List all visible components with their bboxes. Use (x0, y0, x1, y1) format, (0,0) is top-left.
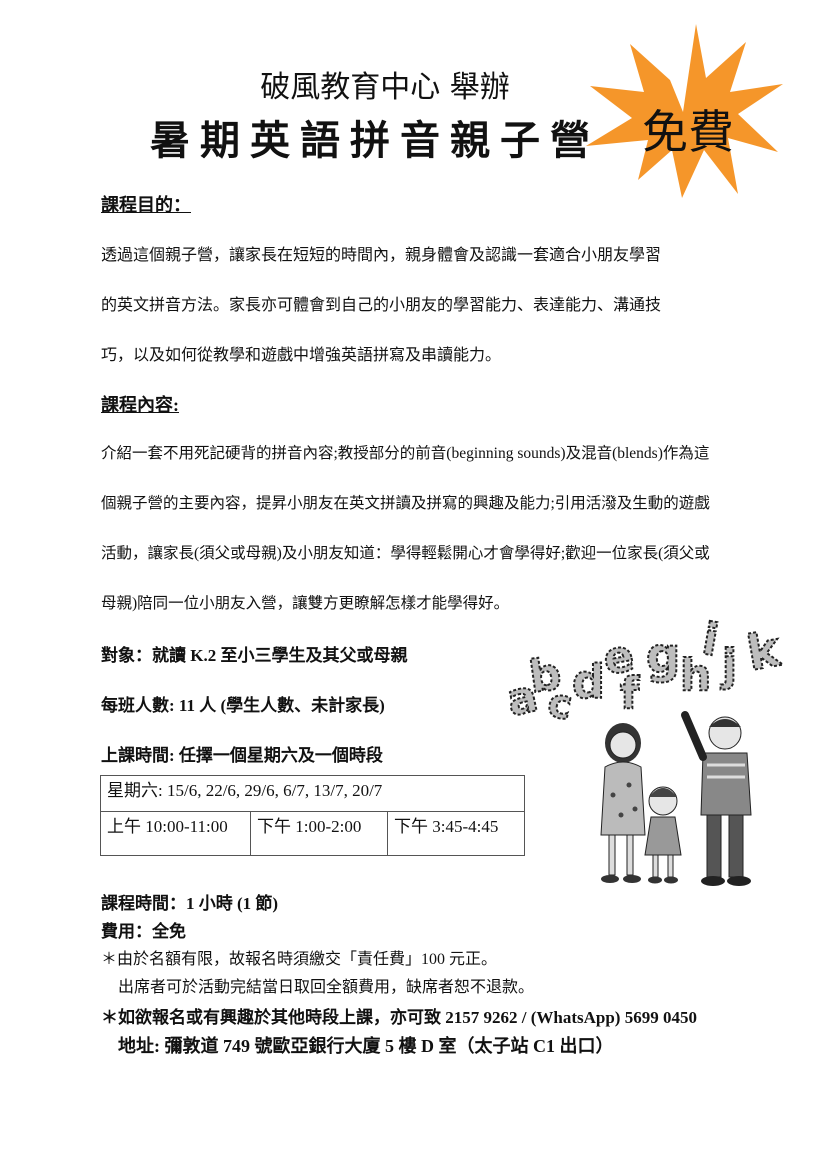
letter-d: d (572, 655, 605, 709)
content-line-3: 活動，讓家長(須父或母親)及小朋友知道：學得輕鬆開心才會學得好;歡迎一位家長(須… (101, 545, 710, 562)
purpose-line-3: 巧，以及如何從教學和遊戲中增強英語拼寫及串讀能力。 (101, 347, 502, 364)
schedule-slot-afternoon: 下午 1:00-2:00 (250, 811, 388, 856)
schedule-slot-late-afternoon: 下午 3:45-4:45 (387, 811, 525, 856)
mother-figure (600, 723, 646, 883)
schedule-slot-morning: 上午 10:00-11:00 (100, 811, 251, 856)
purpose-heading: 課程目的： (101, 195, 191, 215)
purpose-line-2: 的英文拼音方法。家長亦可體會到自己的小朋友的學習能力、表達能力、溝通技 (101, 297, 662, 314)
purpose-line-1: 透過這個親子營，讓家長在短短的時間內，親身體會及認識一套適合小朋友學習 (101, 247, 662, 264)
letter-e: e (599, 630, 637, 685)
letter-f: f (620, 668, 640, 719)
child-figure (644, 786, 682, 884)
fee-line: 費用：全免 (101, 922, 186, 941)
schedule-heading: 上課時間: 任擇一個星期六及一個時段 (101, 746, 383, 765)
free-burst-badge (586, 24, 783, 198)
content-line-4: 母親)陪同一位小朋友入營，讓雙方更瞭解怎樣才能學得好。 (101, 595, 510, 612)
burst-shape (586, 24, 783, 198)
organizer-line: 破風教育中心 舉辦 (260, 70, 510, 105)
alphabet-letters-illustration: a b c d e f g h i j k (502, 613, 786, 725)
father-figure (681, 711, 752, 886)
refund-note: 出席者可於活動完結當日取回全額費用，缺席者恕不退款。 (118, 979, 535, 996)
free-badge-text: 免費 (642, 105, 734, 159)
content-heading: 課程內容: (101, 395, 179, 415)
address-line: 地址: 彌敦道 749 號歐亞銀行大廈 5 樓 D 室（太子站 C1 出口） (118, 1036, 614, 1056)
target-line: 對象：就讀 K.2 至小三學生及其父或母親 (101, 646, 408, 665)
class-size-line: 每班人數: 11 人 (學生人數、未計家長) (101, 696, 385, 715)
schedule-table: 星期六: 15/6, 22/6, 29/6, 6/7, 13/7, 20/7 上… (100, 775, 525, 856)
letter-g: g (646, 628, 680, 684)
page-title: 暑期英語拼音親子營 (150, 118, 600, 164)
letter-h: h (680, 650, 711, 701)
contact-line: ＊如欲報名或有興趣於其他時段上課，亦可致 2157 9262 / (WhatsA… (101, 1008, 697, 1027)
schedule-dates: 星期六: 15/6, 22/6, 29/6, 6/7, 13/7, 20/7 (100, 775, 525, 812)
deposit-note: ＊由於名額有限，故報名時須繳交「責任費」100 元正。 (101, 951, 498, 968)
duration-line: 課程時間：1 小時 (1 節) (101, 894, 279, 913)
letter-j: j (720, 640, 737, 691)
letter-k: k (743, 621, 785, 682)
content-line-1: 介紹一套不用死記硬背的拼音內容;教授部分的前音(beginning sounds… (101, 445, 710, 462)
letter-i: i (699, 614, 723, 667)
family-illustration (600, 711, 752, 886)
content-line-2: 個親子營的主要內容，提昇小朋友在英文拼讀及拼寫的興趣及能力;引用活潑及生動的遊戲 (101, 495, 710, 512)
